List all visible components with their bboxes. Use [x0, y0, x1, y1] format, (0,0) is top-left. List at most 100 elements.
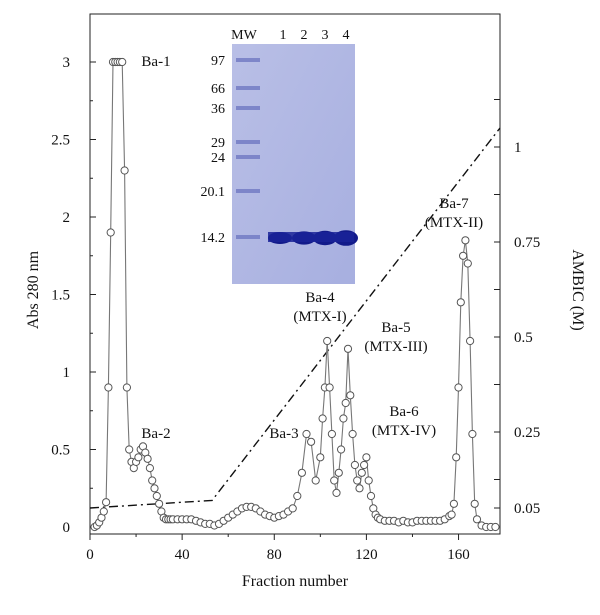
absorbance-point [452, 453, 461, 462]
absorbance-point [449, 499, 458, 508]
gel-marker-band [236, 155, 260, 159]
gel-marker-band [236, 106, 260, 110]
gel-lane-label: 2 [301, 28, 308, 43]
gel-marker-label: 20.1 [201, 185, 226, 200]
gel-marker-band [236, 58, 260, 62]
absorbance-point [447, 510, 456, 519]
y-left-tick-label: 2 [63, 210, 71, 226]
x-tick-label: 120 [355, 547, 378, 563]
peak-label-sub: (MTX-I) [293, 309, 346, 325]
absorbance-point [472, 515, 482, 524]
absorbance-point [355, 484, 364, 493]
absorbance-point [145, 464, 154, 473]
absorbance-point [334, 468, 343, 477]
peak-label: Ba-4 [305, 290, 335, 306]
absorbance-point [316, 453, 325, 462]
absorbance-points [90, 57, 500, 532]
x-axis-title: Fraction number [242, 573, 349, 590]
gel-marker-label: 97 [211, 54, 225, 69]
absorbance-point [134, 453, 143, 462]
absorbance-point [350, 460, 359, 470]
y-right-tick-label: 0.75 [514, 235, 540, 251]
y-right-tick-label: 1 [514, 140, 522, 156]
peak-label: Ba-1 [141, 54, 170, 70]
y-axis-left-title: Abs 280 nm [25, 250, 42, 329]
peak-label-sub: (MTX-II) [425, 215, 483, 231]
y-left-tick-label: 1 [63, 365, 71, 381]
absorbance-point [118, 57, 127, 67]
absorbance-point [332, 488, 341, 497]
gel-lane-label: 1 [280, 28, 287, 43]
absorbance-point [102, 498, 111, 507]
absorbance-point [463, 259, 472, 268]
absorbance-point [323, 336, 332, 346]
gel-marker-band [236, 86, 260, 90]
absorbance-point [339, 414, 348, 423]
peak-label: Ba-2 [141, 426, 170, 442]
ambic-gradient-line [89, 127, 501, 509]
gel-lane-bands [268, 230, 358, 246]
absorbance-point [461, 236, 470, 245]
peak-label: Ba-6 [389, 404, 419, 420]
absorbance-point [357, 468, 366, 477]
absorbance-point [454, 383, 463, 392]
absorbance-point [360, 460, 369, 470]
gel-lane-label: 4 [343, 28, 350, 43]
peak-labels: Ba-1 Ba-2 Ba-3 Ba-4 (MTX-I) Ba-5 (MTX-III) Ba-6… [141, 54, 483, 442]
left-axis-ticks: 0 0.5 1 1.5 2 2.5 3 [51, 55, 96, 536]
absorbance-point [288, 504, 297, 513]
gel-marker-bands [236, 58, 260, 239]
absorbance-point [491, 522, 500, 532]
gel-image [232, 44, 355, 284]
absorbance-point [311, 476, 320, 485]
y-right-tick-label: 0.05 [514, 501, 540, 517]
gel-mw-header: MW [231, 28, 257, 43]
absorbance-point [337, 445, 346, 454]
absorbance-point [364, 476, 373, 485]
right-axis-ticks: 0.05 0.25 0.5 0.75 1 [494, 99, 540, 517]
absorbance-point [293, 491, 302, 501]
gel-marker-label: 14.2 [201, 231, 226, 246]
gel-band-smear [268, 232, 354, 242]
x-tick-label: 160 [447, 547, 470, 563]
x-tick-label: 0 [86, 547, 94, 563]
absorbance-point [307, 437, 316, 446]
absorbance-point [353, 476, 362, 485]
absorbance-point [459, 251, 468, 260]
absorbance-point [143, 454, 152, 463]
gel-marker-band [236, 235, 260, 239]
absorbance-point [362, 453, 371, 462]
absorbance-point [318, 414, 327, 423]
absorbance-point [106, 228, 115, 237]
x-tick-label: 80 [267, 547, 282, 563]
absorbance-point [327, 429, 336, 439]
gel-lane-label: 3 [322, 28, 329, 43]
absorbance-point [120, 166, 129, 175]
gel-marker-label: 66 [211, 82, 225, 97]
absorbance-point [125, 445, 134, 454]
absorbance-point [330, 476, 339, 485]
y-left-tick-label: 2.5 [51, 133, 70, 149]
absorbance-point [99, 507, 108, 516]
peak-label-sub: (MTX-IV) [372, 423, 436, 439]
absorbance-point [150, 484, 159, 493]
absorbance-point [104, 383, 113, 392]
absorbance-point [155, 499, 164, 508]
y-axis-right-title: AMBIC (M) [569, 249, 586, 330]
absorbance-point [122, 383, 132, 392]
absorbance-point [348, 429, 357, 439]
y-left-tick-label: 0 [63, 520, 71, 536]
absorbance-point [297, 468, 306, 477]
plot-frame [89, 13, 501, 535]
peak-label: Ba-3 [269, 426, 298, 442]
absorbance-point [341, 398, 350, 408]
absorbance-point [346, 391, 355, 400]
gel-marker-label: 24 [211, 151, 225, 166]
x-axis-ticks: 0 40 80 120 160 [86, 534, 470, 563]
y-right-tick-label: 0.25 [514, 425, 540, 441]
absorbance-point [466, 336, 475, 346]
absorbance-point [302, 429, 311, 439]
